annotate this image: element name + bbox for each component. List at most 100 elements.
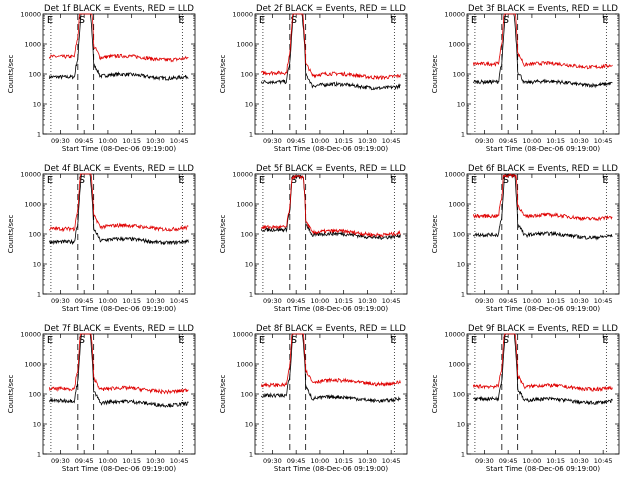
marker-label-S: S (79, 335, 85, 346)
detector-panel-4: Det 4f BLACK = Events, RED = LLD 1 10 100 10… (7, 164, 196, 313)
series-lld (472, 13, 613, 70)
series-lld (472, 173, 613, 222)
y-tick-label: 10000 (20, 170, 41, 178)
y-tick-label: 1 (37, 450, 41, 458)
series-events (260, 333, 401, 403)
x-tick-label: 09:45 (287, 457, 306, 465)
series-lld (472, 333, 613, 392)
y-tick-label: 10000 (20, 330, 41, 338)
series-lld (48, 13, 189, 63)
series-events (48, 173, 189, 246)
x-tick-label: 09:45 (499, 457, 518, 465)
detector-panel-9: Det 9f BLACK = Events, RED = LLD 1 10 100 10… (431, 324, 620, 473)
y-tick-label: 1 (37, 290, 41, 298)
x-tick-label: 10:00 (311, 137, 330, 145)
y-tick-label: 1 (249, 130, 253, 138)
y-tick-label: 1 (461, 290, 465, 298)
marker-label-E: E (178, 15, 184, 26)
detector-panel-8: Det 8f BLACK = Events, RED = LLD 1 10 100 10… (219, 324, 408, 473)
marker-label-S: S (291, 15, 297, 26)
x-tick-label: 10:45 (382, 297, 401, 305)
panel-title: Det 8f BLACK = Events, RED = LLD (256, 324, 406, 334)
x-tick-label: 10:45 (170, 297, 189, 305)
x-tick-label: 10:30 (570, 137, 589, 145)
y-tick-label: 100 (29, 70, 41, 78)
marker-label-E: E (602, 335, 608, 346)
y-tick-label: 10 (457, 100, 465, 108)
y-axis-label: Counts/sec (7, 215, 15, 254)
series-events (48, 333, 189, 409)
x-tick-label: 10:15 (334, 457, 353, 465)
x-tick-label: 10:45 (594, 297, 613, 305)
y-tick-label: 10000 (444, 10, 465, 18)
series-lld (260, 174, 401, 238)
x-tick-label: 10:45 (382, 137, 401, 145)
y-tick-label: 1000 (24, 200, 41, 208)
detector-panel-6: Det 6f BLACK = Events, RED = LLD 1 10 100 10… (431, 164, 620, 313)
y-tick-label: 10 (33, 260, 41, 268)
x-tick-label: 10:00 (523, 297, 542, 305)
y-axis-label: Counts/sec (431, 215, 439, 254)
detector-panel-2: Det 2f BLACK = Events, RED = LLD 1 10 100 10… (219, 4, 408, 153)
y-tick-label: 100 (453, 230, 465, 238)
y-tick-label: 100 (453, 390, 465, 398)
marker-label-S: S (503, 335, 509, 346)
series-events (472, 333, 613, 406)
y-tick-label: 10 (33, 420, 41, 428)
y-tick-label: 1000 (236, 200, 253, 208)
plot-frame (42, 173, 196, 295)
y-tick-label: 10 (245, 420, 253, 428)
x-tick-label: 10:15 (546, 137, 565, 145)
y-tick-label: 10000 (232, 330, 253, 338)
x-tick-label: 10:15 (122, 297, 141, 305)
marker-label-S: S (503, 175, 509, 186)
y-tick-label: 10000 (232, 10, 253, 18)
marker-label-E: E (471, 15, 477, 26)
plot-frame (466, 333, 620, 455)
x-tick-label: 10:00 (311, 457, 330, 465)
x-tick-label: 10:30 (570, 457, 589, 465)
series-lld (260, 13, 401, 81)
plot-frame (42, 333, 196, 455)
panel-title: Det 6f BLACK = Events, RED = LLD (468, 164, 618, 174)
y-tick-label: 100 (453, 70, 465, 78)
y-tick-label: 10 (457, 260, 465, 268)
marker-label-E: E (178, 175, 184, 186)
marker-label-S: S (291, 335, 297, 346)
marker-label-E: E (390, 175, 396, 186)
series-events (473, 13, 613, 89)
y-tick-label: 1 (37, 130, 41, 138)
marker-label-S: S (79, 175, 85, 186)
x-tick-label: 10:00 (99, 297, 118, 305)
y-tick-label: 100 (241, 70, 253, 78)
x-tick-label: 10:45 (594, 457, 613, 465)
x-tick-label: 09:30 (263, 457, 282, 465)
x-tick-label: 10:45 (170, 137, 189, 145)
x-tick-label: 10:15 (334, 137, 353, 145)
x-tick-label: 10:30 (358, 297, 377, 305)
plot-frame (466, 13, 620, 135)
x-tick-label: 09:45 (75, 297, 94, 305)
x-tick-label: 10:00 (523, 137, 542, 145)
x-tick-label: 09:30 (51, 457, 70, 465)
y-tick-label: 1 (461, 450, 465, 458)
y-tick-label: 10 (33, 100, 41, 108)
series-lld (260, 333, 401, 389)
y-tick-label: 1 (461, 130, 465, 138)
y-tick-label: 1000 (448, 40, 465, 48)
y-axis-label: Counts/sec (219, 215, 227, 254)
x-tick-label: 10:30 (570, 297, 589, 305)
x-tick-label: 10:30 (358, 457, 377, 465)
x-tick-label: 09:30 (475, 457, 494, 465)
x-tick-label: 10:00 (523, 457, 542, 465)
marker-label-S: S (503, 15, 509, 26)
panel-title: Det 4f BLACK = Events, RED = LLD (44, 164, 194, 174)
x-tick-label: 10:00 (99, 137, 118, 145)
y-tick-label: 1 (249, 450, 253, 458)
detector-panel-1: Det 1f BLACK = Events, RED = LLD 1 10 100 10… (7, 4, 196, 153)
x-tick-label: 10:15 (546, 457, 565, 465)
marker-label-E: E (602, 175, 608, 186)
x-tick-label: 09:30 (475, 297, 494, 305)
x-tick-label: 10:30 (146, 297, 165, 305)
